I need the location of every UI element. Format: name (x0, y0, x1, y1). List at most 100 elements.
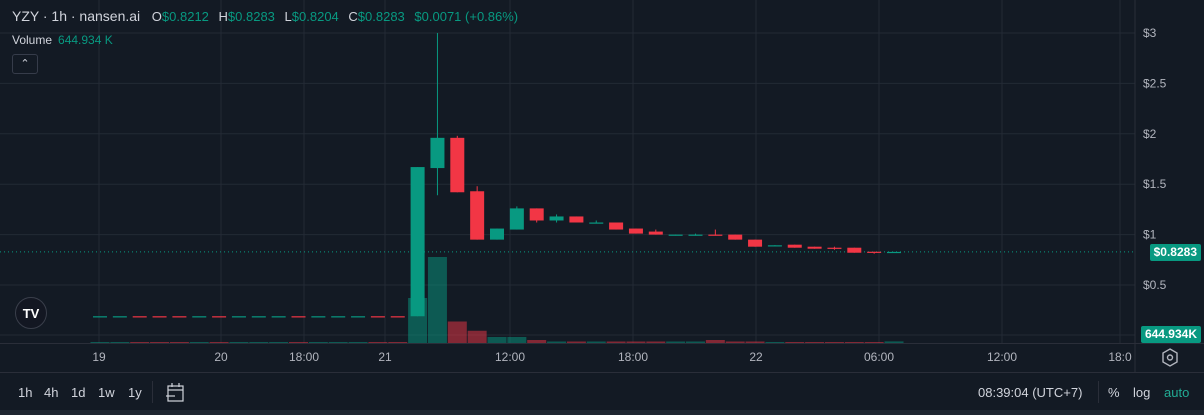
time-tick-label: 21 (378, 350, 392, 364)
price-tick-label: $2.5 (1143, 76, 1167, 90)
timeframe-1w[interactable]: 1w (98, 385, 115, 400)
volume-bar (547, 341, 567, 343)
candle-body (112, 316, 127, 318)
volume-bar (289, 342, 308, 343)
percent-toggle[interactable]: % (1108, 385, 1120, 400)
price-chart[interactable]: $3 $2.5 $2 $1.5 $1 $0.5 19 20 18:00 21 12:00 18:00 2… (0, 0, 1204, 372)
volume-bar (725, 341, 745, 343)
divider (1098, 381, 1099, 403)
bottom-panel-handle[interactable] (0, 410, 1204, 415)
candle-body (291, 316, 306, 318)
price-tick-label: $1.5 (1143, 177, 1167, 191)
volume-bar (566, 341, 586, 343)
candle-body (688, 234, 703, 236)
price-tick-label: $0.5 (1143, 278, 1167, 292)
timeframe-1d[interactable]: 1d (71, 385, 86, 400)
candle-body (450, 137, 465, 193)
candle-body (748, 239, 763, 247)
high-label: H (218, 9, 228, 24)
candle-body (351, 316, 366, 318)
low-label: L (284, 9, 292, 24)
volume-bar (308, 342, 328, 343)
time-tick-label: 18:0 (1108, 350, 1132, 364)
last-price-tag: $0.8283 (1149, 244, 1201, 261)
close-label: C (348, 9, 358, 24)
candle-body (93, 316, 107, 318)
candle-body (192, 316, 207, 318)
time-tick-label: 18:00 (289, 350, 319, 364)
auto-toggle[interactable]: auto (1164, 385, 1190, 400)
collapse-legend-button[interactable]: ⌃ (12, 54, 38, 74)
time-tick-label: 18:00 (618, 350, 648, 364)
candle-body (609, 222, 624, 230)
candle-body (132, 316, 147, 318)
volume-bar (110, 342, 130, 343)
volume-bar (487, 337, 507, 343)
timeframe-4h[interactable]: 4h (44, 385, 59, 400)
volume-bar (864, 342, 884, 343)
volume-bar (844, 342, 864, 343)
candle-body (668, 234, 683, 236)
candle-body (331, 316, 346, 318)
volume-bar (705, 340, 725, 343)
volume-bar (626, 341, 646, 343)
gear-icon[interactable] (1160, 347, 1180, 369)
tradingview-logo[interactable]: TV (15, 297, 47, 329)
bottom-toolbar: 1h 4h 1d 1w 1y 08:39:04 (UTC+7) % log au… (0, 372, 1204, 411)
low-value: $0.8204 (291, 9, 339, 24)
volume-bar (169, 342, 189, 343)
volume-bar (745, 341, 765, 343)
candle-body (271, 316, 286, 318)
volume-bar (229, 342, 249, 343)
log-toggle[interactable]: log (1133, 385, 1151, 400)
candle-body (370, 316, 385, 318)
chevron-up-icon: ⌃ (20, 58, 30, 70)
time-tick-label: 19 (92, 350, 106, 364)
volume-bar (150, 342, 170, 343)
candle-body (628, 228, 643, 234)
volume-bar (130, 342, 150, 343)
candle-body (728, 234, 743, 240)
volume-bar (249, 342, 269, 343)
volume-bar (328, 342, 348, 343)
calendar-goto-icon[interactable] (165, 382, 187, 404)
volume-legend: Volume 644.934 K (12, 33, 113, 47)
candle-body (549, 216, 564, 221)
candle-body (231, 316, 246, 318)
candle-body (708, 234, 723, 236)
volume-bar (586, 341, 606, 343)
volume-bar (785, 342, 805, 343)
volume-bar (606, 341, 626, 343)
open-label: O (151, 9, 162, 24)
high-value: $0.8283 (227, 9, 275, 24)
time-tick-label: 06:00 (864, 350, 894, 364)
symbol-title[interactable]: YZY · 1h · nansen.ai (12, 8, 141, 24)
timeframe-1y[interactable]: 1y (128, 385, 142, 400)
volume-bar (90, 342, 110, 343)
volume-label: Volume (12, 33, 53, 47)
volume-bar (368, 342, 388, 343)
ohlc-legend: YZY · 1h · nansen.ai O$0.8212 H$0.8283 L… (12, 8, 524, 24)
candle-body (589, 222, 604, 224)
candle-body (430, 137, 445, 169)
volume-bar (348, 342, 368, 343)
volume-bar (209, 342, 229, 343)
candle-body (867, 251, 882, 253)
candle-body (648, 231, 663, 235)
clock[interactable]: 08:39:04 (UTC+7) (978, 385, 1083, 400)
candle-body (390, 316, 405, 318)
candle-body (152, 316, 167, 318)
divider (152, 381, 153, 403)
time-tick-label: 20 (214, 350, 228, 364)
volume-bar (527, 340, 547, 343)
volume-bar (646, 341, 666, 343)
candle-body (529, 208, 544, 221)
candle-body (887, 251, 901, 254)
volume-bar (765, 342, 785, 343)
timeframe-1h[interactable]: 1h (18, 385, 33, 400)
candle-body (807, 246, 822, 249)
candle-body (767, 245, 782, 247)
candle-body (490, 228, 504, 240)
close-value: $0.8283 (357, 9, 405, 24)
candle-body (569, 216, 584, 223)
